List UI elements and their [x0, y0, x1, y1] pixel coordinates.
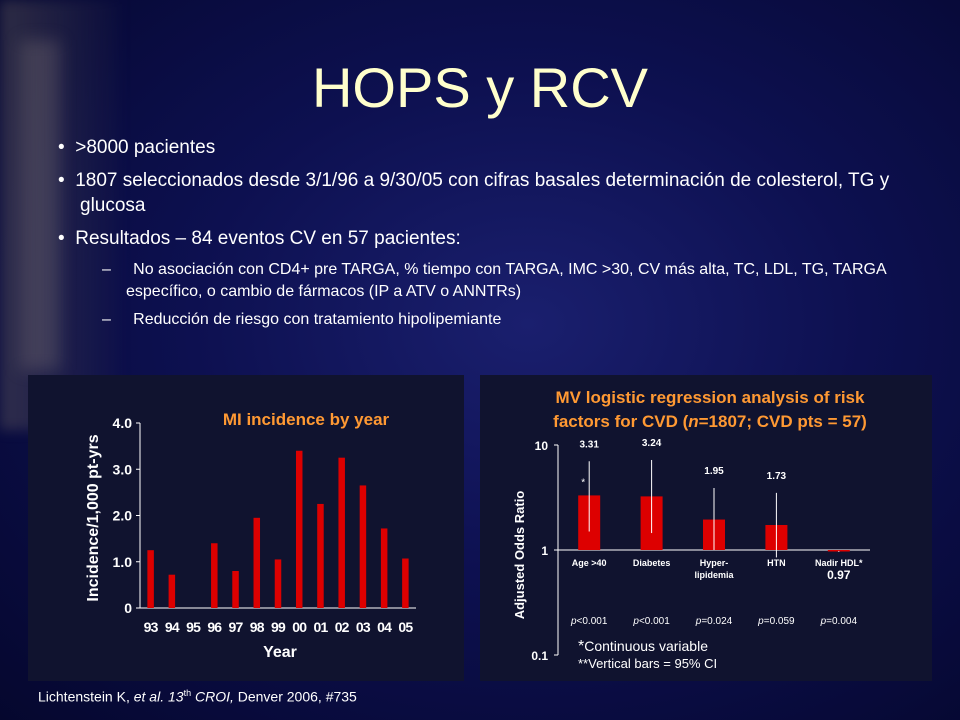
chart1-bar [317, 503, 324, 608]
chart2-ytick-label: 10 [535, 439, 549, 453]
chart1-xtick-label: 03 [356, 619, 371, 635]
chart2-p-value: p=0.024 [695, 616, 733, 627]
odds-ratio-chart: MV logistic regression analysis of risk … [512, 388, 870, 671]
chart1-xtick-label: 93 [144, 619, 159, 635]
background-decoration [0, 0, 120, 430]
chart2-ylabel: Adjusted Odds Ratio [512, 491, 527, 620]
chart2-value-label: 3.31 [579, 439, 599, 450]
chart1-xtick-label: 95 [186, 619, 201, 635]
mi-chart-panel: MI incidence by year Incidence/1,000 pt-… [28, 375, 464, 681]
sub-bullet-item-1: – No asociación con CD4+ pre TARGA, % ti… [102, 261, 886, 300]
chart1-xtick-label: 94 [165, 619, 180, 635]
chart1-xtick-label: 96 [207, 619, 222, 635]
chart2-p-value: p<0.001 [632, 616, 670, 627]
chart2-ytick-label: 1 [541, 544, 548, 558]
chart2-value-label: 1.95 [704, 466, 724, 477]
chart2-p-value: p=0.059 [757, 616, 795, 627]
mi-incidence-chart: MI incidence by year Incidence/1,000 pt-… [85, 410, 416, 661]
chart1-bar [402, 558, 409, 608]
regression-chart-panel: MV logistic regression analysis of risk … [480, 375, 932, 681]
chart2-value-label: 0.97 [827, 568, 851, 582]
chart1-ytick-label: 2.0 [113, 508, 133, 524]
chart1-xtick-label: 02 [335, 619, 350, 635]
chart2-bar [827, 550, 850, 552]
bullet-item-3: • Resultados – 84 eventos CV en 57 pacie… [58, 228, 461, 249]
chart1-bar [338, 457, 345, 608]
chart1-bar [147, 550, 154, 608]
chart1-ytick-label: 0 [124, 600, 132, 616]
chart2-star-marker: * [581, 477, 585, 488]
chart2-category-label: Diabetes [633, 558, 671, 568]
chart2-footnote2: **Vertical bars = 95% CI [578, 656, 717, 671]
chart1-xtick-label: 98 [250, 619, 265, 635]
chart1-title: MI incidence by year [223, 410, 390, 429]
chart2-value-label: 3.24 [642, 438, 662, 449]
chart2-p-value: p<0.001 [570, 616, 608, 627]
chart2-category-label-line2: lipidemia [694, 570, 734, 580]
chart1-bar [211, 543, 218, 608]
chart1-ytick-label: 1.0 [113, 554, 133, 570]
chart1-ylabel: Incidence/1,000 pt-yrs [85, 434, 102, 601]
chart1-bar [274, 559, 282, 608]
chart1-bar [232, 571, 239, 608]
chart1-bar [295, 450, 303, 608]
chart1-bar [359, 485, 367, 608]
slide-title: HOPS y RCV [311, 56, 649, 119]
chart1-xtick-label: 01 [313, 619, 328, 635]
chart1-xtick-label: 04 [377, 619, 392, 635]
chart1-bar [380, 528, 388, 608]
chart1-xtick-label: 00 [292, 619, 307, 635]
chart2-category-label: HTN [767, 558, 786, 568]
chart1-xlabel: Year [263, 644, 297, 661]
chart2-footnote1: *Continuous variable [578, 638, 708, 655]
chart2-category-label: Age >40 [572, 558, 607, 568]
sub-bullet-item-2: – Reducción de riesgo con tratamiento hi… [102, 311, 502, 328]
chart2-category-label: Hyper- [700, 558, 729, 568]
chart1-ytick-label: 3.0 [113, 461, 133, 477]
background-decoration-2 [20, 40, 60, 370]
chart2-value-label: 1.73 [767, 471, 787, 482]
bullet-list: • >8000 pacientes • 1807 seleccionados d… [58, 135, 928, 337]
bullet-item-1: • >8000 pacientes [58, 137, 216, 158]
chart1-xtick-label: 05 [398, 619, 413, 635]
chart2-ytick-label: 0.1 [531, 649, 548, 663]
chart1-bar [253, 517, 261, 608]
chart2-title-line2: factors for CVD (n=1807; CVD pts = 57) [553, 412, 867, 431]
chart1-xtick-label: 97 [229, 619, 244, 635]
chart2-category-label: Nadir HDL* [815, 558, 863, 568]
chart2-p-value: p=0.004 [820, 616, 858, 627]
reference: Lichtenstein K, et al. 13th CROI, Denver… [38, 688, 357, 705]
bullet-item-2: • 1807 seleccionados desde 3/1/96 a 9/30… [58, 170, 890, 216]
chart1-xtick-label: 99 [271, 619, 286, 635]
chart1-bar [168, 574, 176, 608]
chart1-ytick-label: 4.0 [113, 415, 133, 431]
chart2-title-line1: MV logistic regression analysis of risk [556, 388, 865, 407]
